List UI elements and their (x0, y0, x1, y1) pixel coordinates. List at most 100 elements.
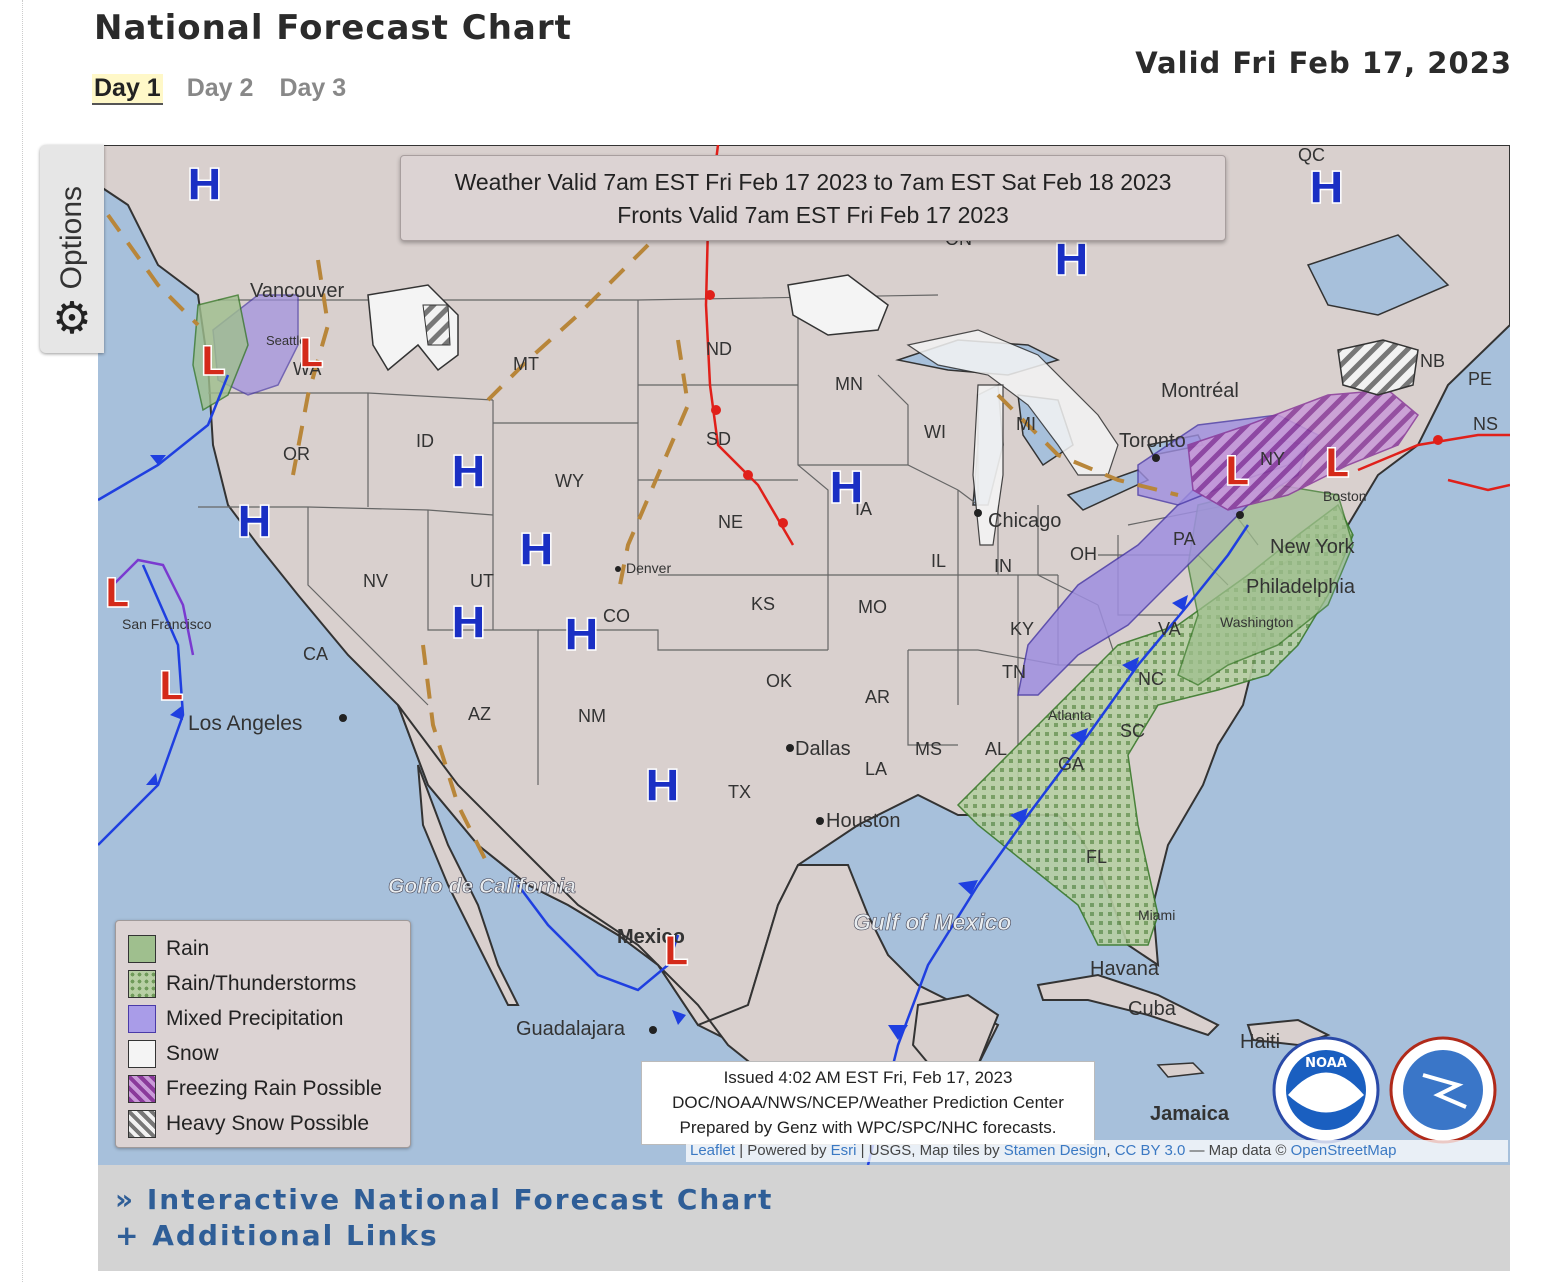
state-label-ne: NE (718, 512, 743, 532)
legend-item-heavy-snow: Heavy Snow Possible (128, 1106, 398, 1141)
leaflet-link[interactable]: Leaflet (690, 1142, 736, 1159)
city-label-los-angeles: Los Angeles (188, 712, 302, 735)
mixed-swatch (128, 1004, 156, 1033)
state-label-tx: TX (728, 782, 751, 802)
additional-links-toggle[interactable]: + Additional Links (115, 1219, 439, 1252)
land-baja (417, 764, 520, 1006)
tab-day-3[interactable]: Day 3 (279, 74, 347, 102)
valid-date: Valid Fri Feb 17, 2023 (1135, 46, 1512, 80)
high-pressure-6: H (518, 525, 555, 576)
cc-by-link[interactable]: CC BY 3.0 (1114, 1142, 1186, 1159)
state-label-pe: PE (1468, 369, 1492, 389)
options-label: Options (55, 185, 88, 289)
interactive-chart-link[interactable]: » Interactive National Forecast Chart (115, 1183, 774, 1216)
heavy-snow-idaho (422, 304, 451, 346)
low-pressure-2: L (298, 331, 324, 377)
state-labels: WA OR CA NV ID MT WY UT CO AZ NM ND SD N… (283, 145, 1498, 867)
city-label-miami: Miami (1138, 907, 1175, 923)
state-label-co: CO (603, 606, 630, 626)
state-label-nv: NV (363, 571, 388, 591)
issued-preparer: Prepared by Genz with WPC/SPC/NHC foreca… (679, 1118, 1057, 1137)
esri-link[interactable]: Esri (830, 1142, 857, 1159)
legend-item-snow: Snow (128, 1036, 398, 1071)
state-label-mi: MI (1016, 414, 1036, 434)
snow-swatch (128, 1039, 156, 1068)
links-bar: » Interactive National Forecast Chart + … (98, 1165, 1510, 1271)
legend-item-mixed: Mixed Precipitation (128, 1001, 398, 1036)
freezing-rain-swatch (128, 1074, 156, 1103)
city-dots (339, 454, 1244, 1034)
city-label-new-york: New York (1270, 536, 1355, 558)
options-tab[interactable]: Options ⚙ (40, 145, 104, 353)
state-label-wy: WY (555, 471, 584, 491)
low-pressure-6: L (1324, 441, 1350, 487)
noaa-logo-text: NOAA (1305, 1056, 1347, 1071)
water-label-gulf-california: Golfo de California (388, 875, 576, 898)
city-label-atlanta: Atlanta (1048, 707, 1092, 723)
state-label-ky: KY (1010, 619, 1034, 639)
forecast-map[interactable]: WA OR CA NV ID MT WY UT CO AZ NM ND SD N… (98, 145, 1510, 1165)
cold-front-east (866, 524, 1250, 1165)
city-label-houston: Houston (826, 810, 901, 832)
nws-logo (1389, 1036, 1497, 1144)
warm-front-northeast (1357, 433, 1510, 492)
high-pressure-9: H (563, 610, 600, 661)
city-labels: Vancouver Seattle San Francisco Los Ange… (122, 280, 1367, 1125)
state-label-fl: FL (1086, 847, 1107, 867)
land-mexico (397, 704, 1000, 1127)
cold-front-northwest (98, 374, 230, 502)
issued-info: Issued 4:02 AM EST Fri, Feb 17, 2023 DOC… (641, 1061, 1095, 1145)
city-label-denver: Denver (626, 560, 671, 576)
low-pressure-7: L (663, 929, 689, 975)
tab-day-2[interactable]: Day 2 (186, 74, 254, 102)
city-label-san-francisco: San Francisco (122, 616, 212, 632)
validity-banner: Weather Valid 7am EST Fri Feb 17 2023 to… (400, 155, 1226, 241)
legend-item-rain-thunderstorms: Rain/Thunderstorms (128, 966, 398, 1001)
osm-link[interactable]: OpenStreetMap (1290, 1142, 1397, 1159)
state-label-va: VA (1158, 619, 1181, 639)
high-pressure-8: H (450, 598, 487, 649)
city-label-cuba: Cuba (1128, 998, 1177, 1020)
state-label-ga: GA (1058, 754, 1084, 774)
state-label-ut: UT (470, 571, 494, 591)
city-label-chicago: Chicago (988, 510, 1061, 532)
state-label-ia: IA (855, 499, 872, 519)
high-pressure-7: H (828, 463, 865, 514)
noaa-logo: NOAA (1272, 1036, 1380, 1144)
issued-agency: DOC/NOAA/NWS/NCEP/Weather Prediction Cen… (672, 1093, 1064, 1112)
city-label-seattle: Seattle (266, 333, 306, 348)
high-pressure-5: H (236, 497, 273, 548)
hudson-bay-inlet (1306, 234, 1450, 316)
high-pressure-2: H (1308, 163, 1345, 214)
city-label-toronto: Toronto (1119, 430, 1186, 452)
attribution-usgs: | USGS, Map tiles by (856, 1142, 1004, 1159)
water-labels: Golfo de California Gulf of Mexico (388, 875, 1012, 936)
state-label-ms: MS (915, 739, 942, 759)
heavy-snow-swatch (128, 1109, 156, 1138)
legend-label-snow: Snow (166, 1041, 219, 1065)
state-label-pa: PA (1173, 529, 1196, 549)
page-title: National Forecast Chart (94, 8, 572, 48)
rain-area-northwest (192, 294, 249, 412)
legend-label-rain-thunderstorms: Rain/Thunderstorms (166, 971, 357, 995)
city-label-washington: Washington (1220, 614, 1293, 630)
state-label-nc: NC (1138, 669, 1164, 689)
state-label-il: IL (931, 551, 946, 571)
day-tabs: Day 1 Day 2 Day 3 (92, 74, 348, 105)
tab-day-1[interactable]: Day 1 (92, 74, 163, 105)
low-pressure-5: L (1224, 449, 1250, 495)
legend-label-heavy-snow: Heavy Snow Possible (166, 1111, 370, 1135)
state-label-qc: QC (1298, 145, 1325, 165)
state-label-ok: OK (766, 671, 792, 691)
state-label-nb: NB (1420, 351, 1445, 371)
city-label-haiti: Haiti (1240, 1031, 1280, 1053)
attribution-sep: , (1106, 1142, 1115, 1159)
city-label-jamaica: Jamaica (1150, 1103, 1230, 1125)
city-label-philadelphia: Philadelphia (1246, 576, 1356, 598)
low-pressure-3: L (104, 571, 130, 617)
rain-area-northeast (1177, 484, 1354, 686)
state-label-mn: MN (835, 374, 863, 394)
stamen-link[interactable]: Stamen Design (1003, 1142, 1107, 1159)
city-label-montreal: Montréal (1161, 380, 1239, 402)
attribution-powered: | Powered by (735, 1142, 831, 1159)
